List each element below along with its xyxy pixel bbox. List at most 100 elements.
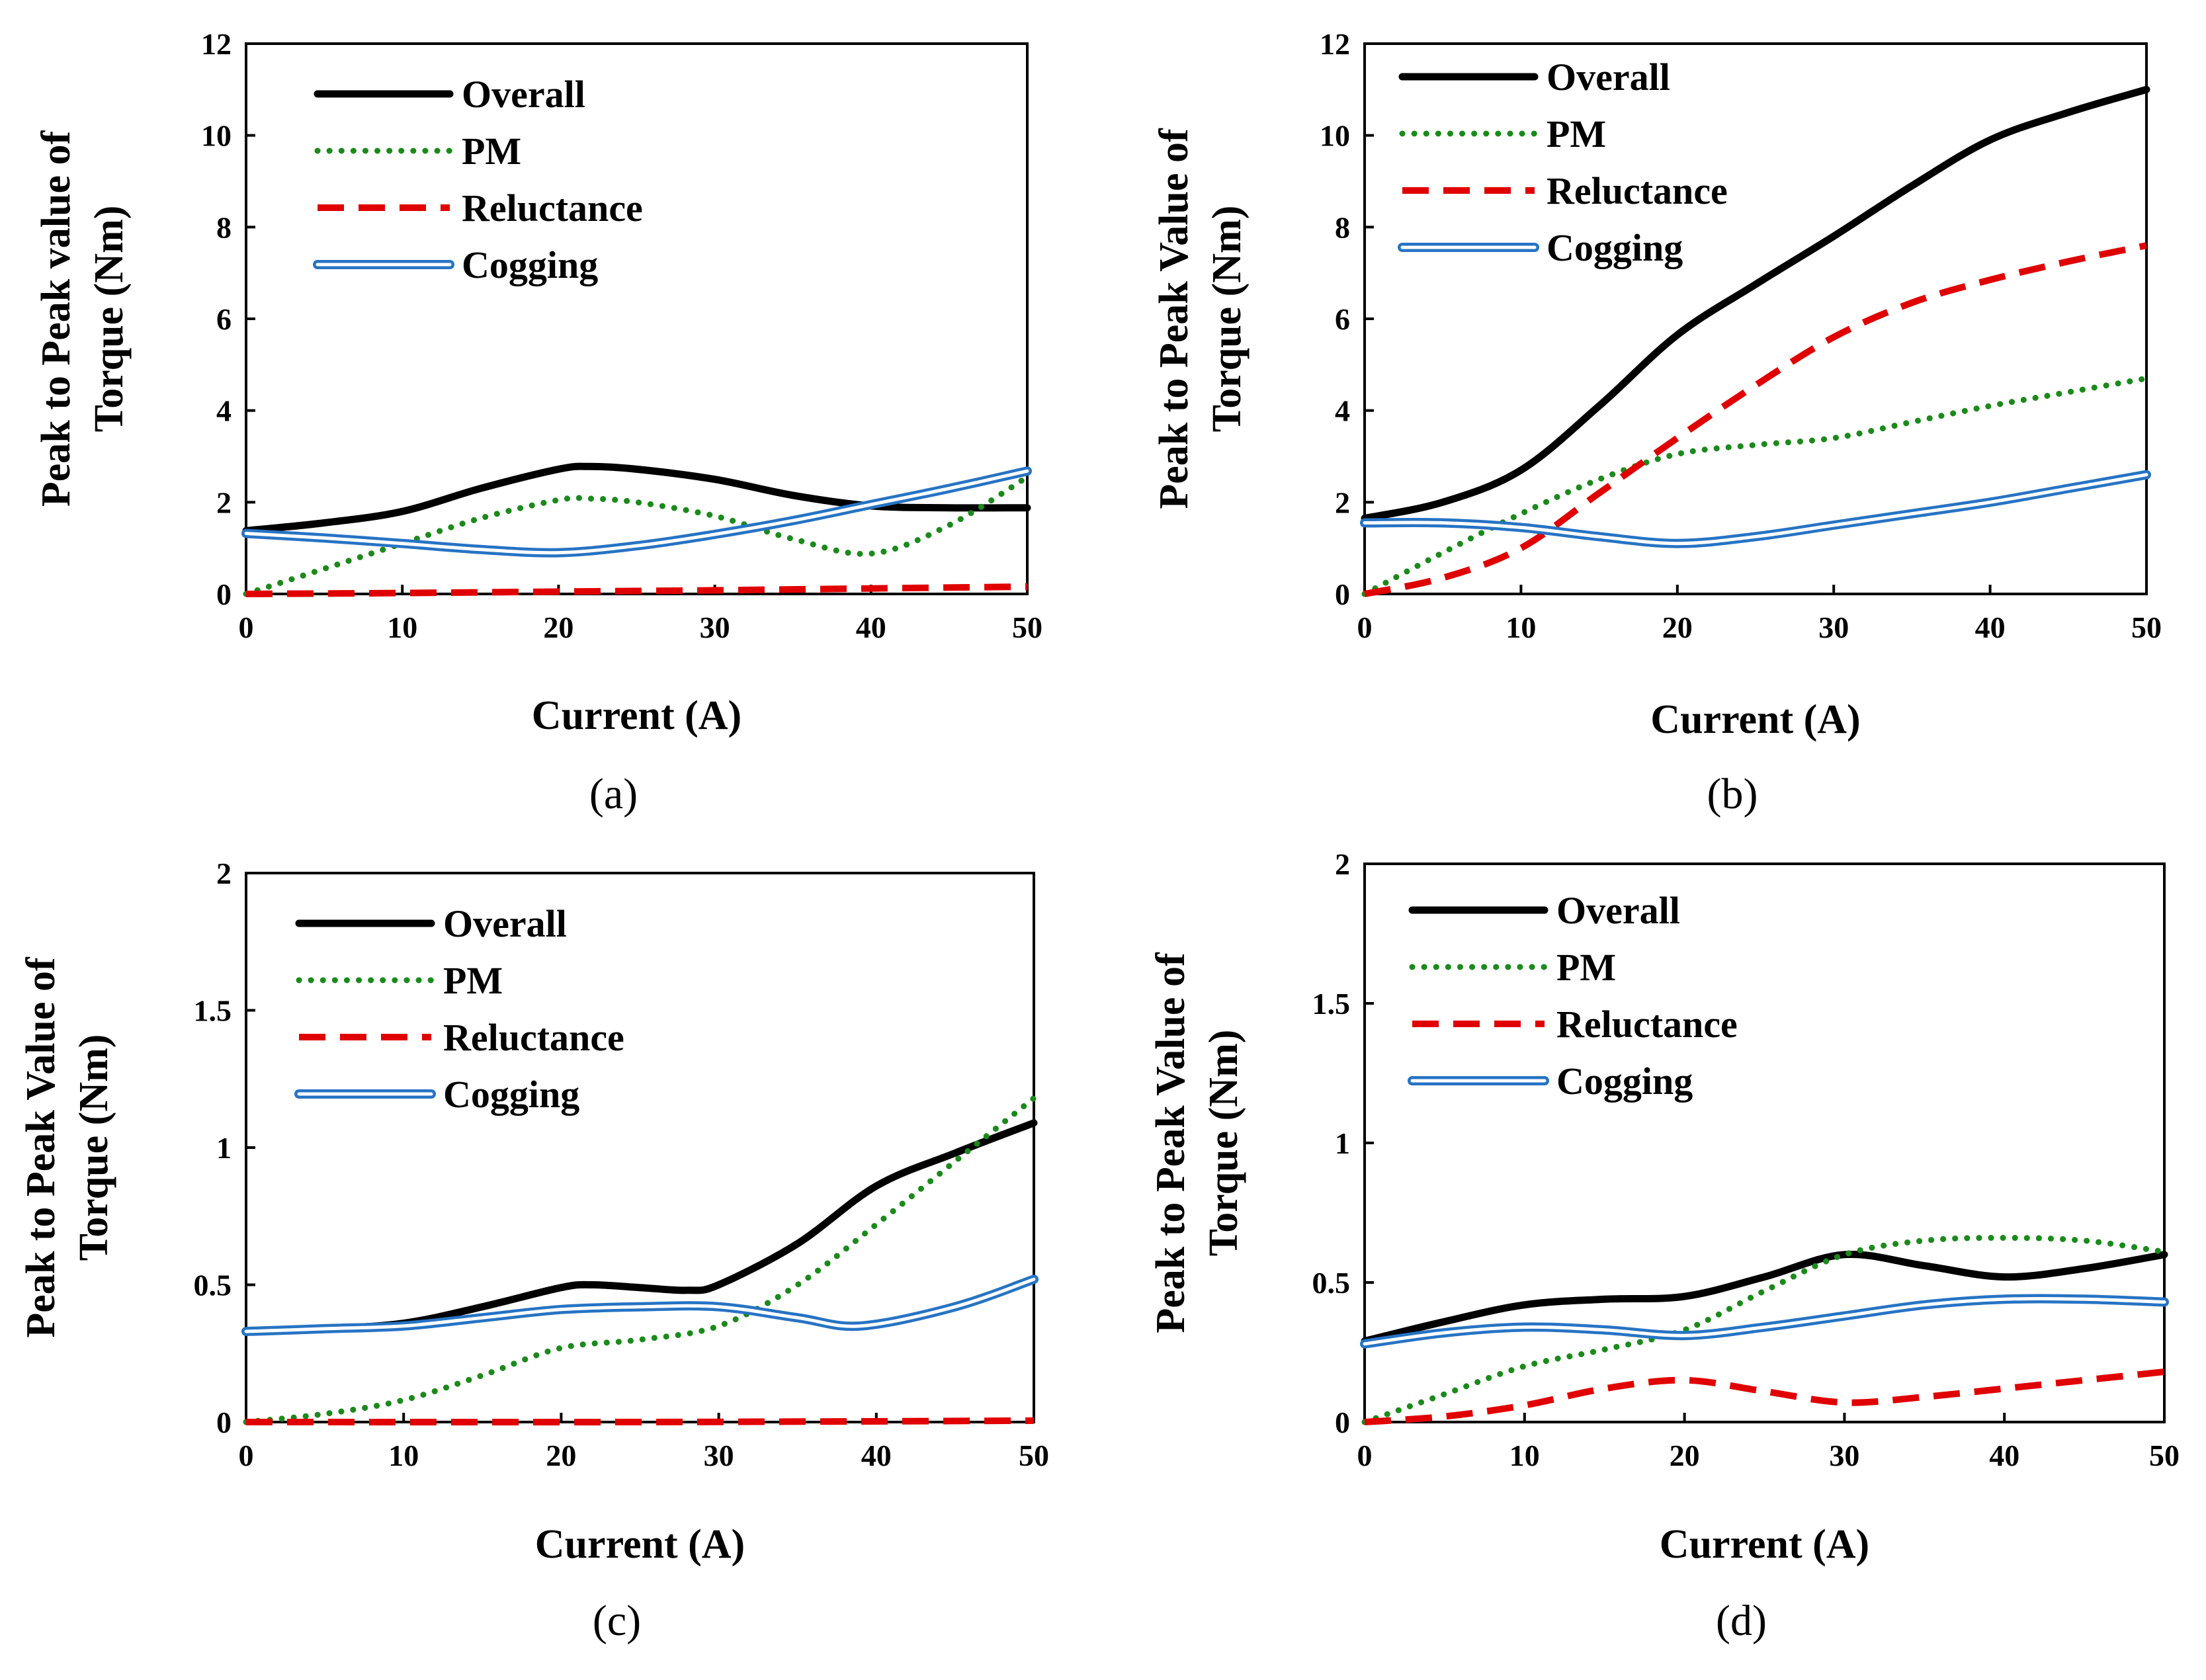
y-tick-label: 4 (1335, 394, 1350, 428)
series-pm-line (246, 1098, 1034, 1422)
legend-label-cogging: Cogging (462, 243, 598, 286)
legend-label-cogging: Cogging (1556, 1060, 1693, 1103)
y-tick-label: 0 (216, 577, 232, 611)
y-axis-label: Torque (Nm) (71, 1034, 116, 1261)
x-tick-label: 20 (546, 1439, 576, 1472)
legend-label-reluctance: Reluctance (443, 1016, 624, 1059)
legend-label-pm: PM (462, 130, 521, 173)
series-overall-line (246, 1123, 1034, 1331)
series-cogging-line-inner (246, 471, 1027, 553)
y-axis-label: Peak to Peak Value of (1148, 952, 1193, 1333)
plot-frame (1365, 864, 2164, 1422)
x-tick-label: 30 (700, 610, 730, 644)
y-axis-label: Peak to Peak Value of (19, 956, 64, 1338)
chart-panel-a: 0 2 4 6 8 10 12 0 10 20 30 40 50 Overall PM Reluctance C… (34, 27, 1042, 818)
y-tick-label: 12 (201, 27, 232, 61)
y-tick-label: 0 (1335, 1406, 1350, 1439)
x-tick-label: 20 (543, 610, 573, 644)
x-axis-label: Current (A) (535, 1522, 745, 1567)
legend-label-overall: Overall (1547, 56, 1670, 99)
x-tick-label: 0 (1357, 1439, 1373, 1472)
x-tick-label: 30 (704, 1439, 734, 1472)
y-axis-label: Peak to Peak Value of (1152, 128, 1197, 509)
series-reluctance-line (1365, 1372, 2164, 1422)
y-axis-label: Torque (Nm) (1205, 206, 1250, 433)
y-tick-label: 1.5 (194, 994, 232, 1028)
panel-label: (d) (1716, 1597, 1767, 1645)
y-tick-label: 2 (1335, 485, 1350, 519)
legend: Overall PM Reluctance Cogging (1412, 889, 1738, 1103)
x-tick-label: 0 (239, 1439, 254, 1472)
y-tick-label: 8 (1335, 210, 1350, 244)
x-tick-label: 40 (861, 1439, 892, 1472)
legend-label-pm: PM (1556, 946, 1616, 989)
y-tick-label: 2 (216, 485, 232, 519)
legend-label-overall: Overall (462, 73, 585, 116)
y-tick-label: 1 (216, 1131, 232, 1165)
y-tick-label: 12 (1320, 27, 1350, 61)
x-tick-label: 10 (388, 1439, 419, 1472)
panel-label: (c) (593, 1597, 641, 1645)
x-tick-label: 0 (239, 610, 254, 644)
legend-label-overall: Overall (443, 902, 567, 945)
legend-label-cogging: Cogging (1547, 226, 1683, 269)
y-tick-label: 0.5 (1312, 1266, 1351, 1300)
x-tick-label: 40 (1989, 1439, 2019, 1472)
y-axis-label: Peak to Peak value of (34, 130, 79, 507)
y-tick-label: 6 (216, 302, 232, 336)
y-tick-label: 0.5 (194, 1269, 232, 1302)
legend-label-pm: PM (443, 959, 503, 1002)
legend-label-pm: PM (1547, 112, 1606, 155)
y-tick-label: 2 (216, 857, 232, 890)
chart-panel-b: 0 2 4 6 8 10 12 0 10 20 30 40 50 Overall PM Reluctance C… (1152, 27, 2162, 818)
x-tick-label: 20 (1662, 610, 1693, 644)
x-tick-label: 10 (1509, 1439, 1540, 1472)
series-cogging-line-inner (1365, 1298, 2164, 1343)
x-tick-label: 40 (1975, 610, 2006, 644)
x-axis-label: Current (A) (1650, 697, 1860, 742)
legend-label-cogging: Cogging (443, 1073, 579, 1116)
x-tick-label: 0 (1357, 610, 1373, 644)
x-tick-label: 10 (387, 610, 417, 644)
x-tick-label: 30 (1829, 1439, 1859, 1472)
x-tick-label: 10 (1506, 610, 1536, 644)
y-tick-label: 1.5 (1312, 987, 1351, 1021)
y-axis-label: Torque (Nm) (1201, 1030, 1246, 1257)
y-tick-label: 10 (1320, 119, 1350, 153)
x-tick-label: 20 (1670, 1439, 1700, 1472)
y-tick-label: 10 (201, 119, 232, 153)
x-axis-label: Current (A) (1660, 1522, 1869, 1567)
y-tick-label: 0 (1335, 577, 1350, 611)
y-axis-label: Torque (Nm) (87, 206, 132, 433)
legend: Overall PM Reluctance Cogging (299, 902, 624, 1116)
panel-label: (a) (589, 770, 638, 818)
legend: Overall PM Reluctance Cogging (318, 73, 643, 286)
legend-label-reluctance: Reluctance (1547, 169, 1728, 212)
legend: Overall PM Reluctance Cogging (1402, 56, 1728, 269)
panel-label: (b) (1707, 770, 1758, 818)
y-tick-label: 4 (216, 394, 232, 428)
y-tick-label: 2 (1335, 847, 1350, 881)
x-tick-label: 50 (1019, 1439, 1049, 1472)
plot-frame (246, 44, 1027, 594)
series-overall-line (1365, 89, 2146, 518)
y-tick-label: 1 (1335, 1126, 1350, 1160)
y-tick-label: 8 (216, 210, 232, 244)
x-tick-label: 50 (2131, 610, 2162, 644)
y-tick-label: 0 (216, 1406, 232, 1439)
x-tick-label: 30 (1818, 610, 1849, 644)
legend-label-reluctance: Reluctance (1556, 1003, 1738, 1046)
x-tick-label: 50 (1012, 610, 1042, 644)
x-tick-label: 50 (2149, 1439, 2180, 1472)
legend-label-reluctance: Reluctance (462, 187, 643, 230)
series-reluctance-line (1365, 245, 2146, 594)
x-axis-label: Current (A) (532, 693, 742, 738)
series-cogging-line-outer (1365, 1298, 2164, 1343)
legend-label-overall: Overall (1556, 889, 1680, 932)
y-tick-label: 6 (1335, 302, 1350, 336)
x-tick-label: 40 (856, 610, 886, 644)
